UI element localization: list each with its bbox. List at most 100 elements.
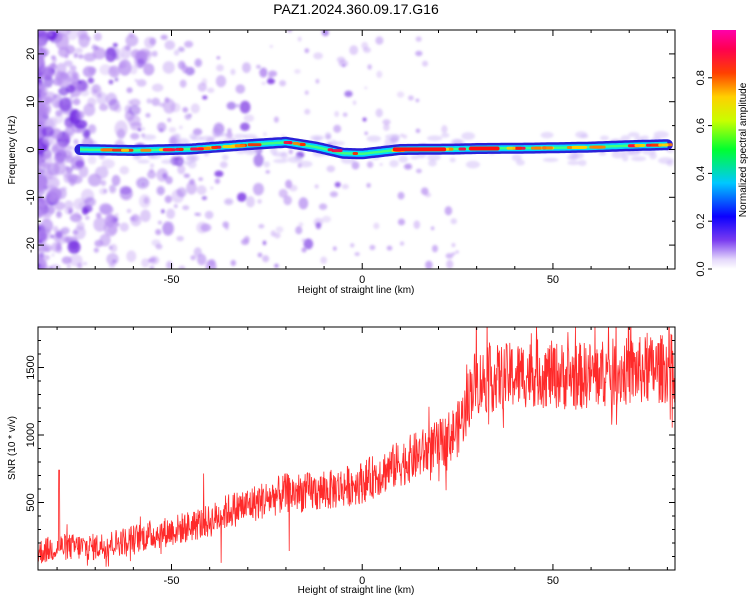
noise-blob [54,141,70,153]
noise-blob [230,259,237,267]
noise-blob [83,52,97,62]
noise-blob [125,34,139,47]
noise-blob [164,40,176,50]
spectrogram-y-ticks: -20 -10 0 10 20 [25,29,675,270]
noise-blob [326,165,336,173]
noise-blob [88,66,97,75]
noise-blob [341,183,349,190]
noise-blob [268,70,278,77]
noise-blob [441,125,448,134]
noise-blob [342,63,346,68]
spectrogram-x-axis-label: Height of straight line (km) [298,285,415,296]
noise-blob [361,41,369,50]
noise-blob [163,98,176,114]
noise-blob [201,78,208,86]
track-hotspot [634,144,646,148]
noise-blob [164,195,172,204]
noise-blob [43,170,54,180]
noise-blob [304,108,311,115]
noise-blob [398,155,409,163]
noise-blob [48,266,53,269]
noise-blob [58,87,69,96]
noise-blob [336,56,346,63]
y-tick-label: 0 [25,146,37,152]
noise-blob [155,228,162,236]
noise-blob [114,120,128,138]
noise-blob [93,217,107,232]
noise-blob [334,110,340,117]
noise-blob [38,155,42,164]
noise-blob [157,220,163,225]
noise-blob [415,98,420,103]
noise-blob [38,59,46,70]
noise-blob [222,221,229,228]
noise-blob [69,110,80,121]
noise-blob [47,205,56,215]
snr-series-line [38,327,675,567]
noise-blob [427,153,441,161]
noise-blob [38,71,44,77]
noise-blob [141,181,146,187]
noise-blob [127,99,133,105]
noise-blob [219,161,228,169]
noise-blob [233,133,247,139]
noise-blob [143,197,150,205]
noise-blob [350,243,355,248]
noise-blob [114,77,119,82]
noise-blob [177,164,186,175]
x-tick-label: 50 [547,575,559,587]
noise-blob [422,60,429,67]
noise-blob [542,157,559,163]
track-hotspot [515,146,522,150]
noise-blob [38,144,44,153]
noise-blob [119,222,129,232]
noise-blob [126,250,137,263]
noise-blob [77,30,88,40]
noise-blob [207,87,215,93]
noise-blob [349,45,359,56]
x-tick-label: -50 [164,274,180,286]
noise-blob [262,240,267,246]
noise-blob [64,200,74,210]
noise-blob [641,135,650,141]
noise-blob [301,247,307,253]
noise-blob [87,77,95,84]
noise-blob [71,70,78,79]
noise-blob [112,42,118,48]
noise-blob [38,231,48,241]
noise-blob [99,203,113,215]
noise-blob [45,176,60,190]
noise-blob [313,52,323,60]
noise-blob [57,30,71,37]
snr-panel: -50 0 50 500 1000 1500 Height of straight li… [7,326,676,596]
noise-blob [49,62,57,70]
noise-blob [364,131,368,135]
noise-blob [184,40,194,48]
noise-blob [186,181,197,195]
noise-blob [272,152,287,157]
y-tick-label: -20 [25,237,37,253]
noise-blob [216,56,220,60]
noise-blob [64,125,76,136]
noise-blob [72,230,79,235]
track-hotspot [222,145,236,149]
noise-blob [151,97,160,107]
noise-blob [216,64,224,72]
colorbar-tick-label: 0.2 [695,214,707,229]
noise-blob [55,72,69,83]
noise-blob [130,49,141,59]
noise-blob [243,114,255,123]
noise-blob [161,159,175,164]
noise-blob [130,121,142,131]
noise-blob [396,91,405,98]
noise-blob [446,259,454,269]
noise-blob [124,45,131,51]
noise-blob [240,122,250,131]
noise-blob [265,170,270,174]
noise-blob [72,98,81,106]
noise-blob [186,154,200,162]
noise-blob [620,135,631,142]
noise-blob [215,75,227,88]
noise-blob [287,30,293,33]
noise-blob [119,166,130,175]
